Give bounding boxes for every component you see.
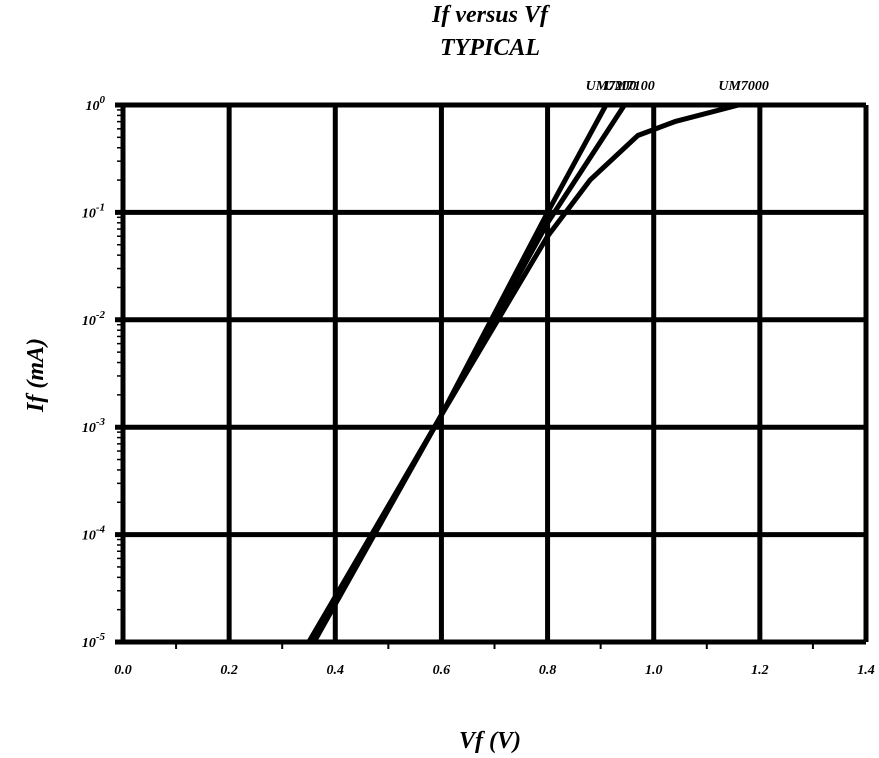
y-axis-label: If (mA) — [23, 338, 49, 413]
series-line-um7000 — [311, 102, 740, 644]
series-line-um7200 — [306, 103, 609, 644]
y-tick-label: 10-2 — [82, 309, 106, 329]
x-tick-label: 0.4 — [327, 663, 345, 678]
y-tick-label: 10-5 — [82, 631, 106, 651]
x-tick-label: 1.4 — [857, 663, 875, 678]
x-tick-label: 0.6 — [433, 663, 451, 678]
grid — [115, 102, 869, 645]
y-tick-label: 10-4 — [82, 524, 106, 544]
minor-ticks — [117, 109, 814, 649]
x-tick-label: 1.2 — [751, 663, 769, 678]
y-tick-labels: 100 10-1 10-2 10-3 10-4 10-5 — [82, 94, 106, 651]
series-lines — [306, 102, 740, 644]
x-tick-labels: 0.0 0.2 0.4 0.6 0.8 1.0 1.2 1.4 — [114, 663, 875, 678]
x-tick-label: 0.8 — [539, 663, 557, 678]
chart-title: If versus Vf — [431, 2, 550, 28]
series-label-um7200: UM7200 — [586, 79, 637, 94]
x-axis-label: Vf (V) — [459, 728, 521, 754]
series-label-um7100: UM7100 — [604, 79, 655, 94]
x-tick-label: 1.0 — [645, 663, 663, 678]
x-tick-label: 0.2 — [220, 663, 238, 678]
y-tick-label: 10-1 — [82, 201, 105, 221]
x-tick-label: 0.0 — [114, 663, 132, 678]
y-tick-label: 100 — [86, 94, 106, 114]
chart-subtitle: TYPICAL — [440, 35, 540, 61]
y-tick-label: 10-3 — [82, 416, 106, 436]
series-label-um7000: UM7000 — [718, 79, 769, 94]
